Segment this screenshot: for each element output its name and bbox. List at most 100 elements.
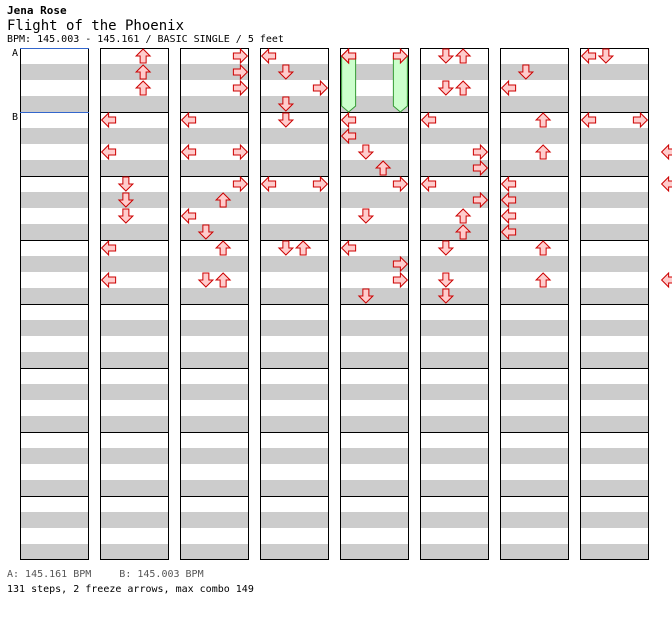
beat-band	[580, 96, 649, 112]
beat-band	[100, 128, 169, 144]
step-arrow-left	[180, 111, 197, 129]
chart-column	[20, 48, 89, 560]
beat-band	[340, 480, 409, 496]
beat-band	[580, 192, 649, 208]
freeze-arrow	[341, 55, 357, 113]
step-arrow-up	[454, 208, 472, 224]
beat-band	[580, 416, 649, 432]
beat-band	[20, 96, 89, 112]
step-arrow-left	[500, 207, 517, 225]
beat-band	[580, 320, 649, 336]
step-arrow-up	[374, 160, 392, 176]
step-arrow-left	[100, 143, 117, 161]
beat-band	[420, 128, 489, 144]
beat-band	[260, 480, 329, 496]
beat-band	[340, 224, 409, 240]
step-arrow-right	[392, 255, 409, 273]
beat-band	[580, 480, 649, 496]
beat-band	[500, 224, 569, 240]
beat-band	[340, 512, 409, 528]
beat-band	[180, 192, 249, 208]
beat-band	[180, 544, 249, 560]
beat-band	[420, 224, 489, 240]
step-arrow-down	[197, 272, 215, 288]
step-arrow-up	[454, 224, 472, 240]
beat-band	[420, 96, 489, 112]
step-arrow-left	[660, 271, 672, 289]
beat-band	[340, 416, 409, 432]
beat-band	[260, 448, 329, 464]
step-arrow-left	[340, 239, 357, 257]
beat-band	[180, 288, 249, 304]
beat-band	[260, 192, 329, 208]
bpm-legend-a: A: 145.161 BPM	[7, 569, 92, 580]
beat-band	[180, 64, 249, 80]
beat-band	[100, 352, 169, 368]
beat-band	[340, 352, 409, 368]
step-arrow-down	[117, 176, 135, 192]
step-arrow-down	[437, 240, 455, 256]
step-arrow-right	[472, 143, 489, 161]
beat-band	[340, 160, 409, 176]
beat-band	[20, 480, 89, 496]
step-arrow-right	[392, 175, 409, 193]
beat-band	[420, 512, 489, 528]
step-arrow-down	[437, 48, 455, 64]
step-arrow-down	[357, 208, 375, 224]
beat-band	[420, 352, 489, 368]
step-arrow-right	[312, 175, 329, 193]
beat-band	[100, 64, 169, 80]
beat-band	[260, 256, 329, 272]
step-arrow-right	[232, 175, 249, 193]
step-arrow-left	[500, 223, 517, 241]
beat-band	[180, 256, 249, 272]
step-arrow-up	[534, 112, 552, 128]
beat-band	[340, 96, 409, 112]
step-arrow-down	[437, 272, 455, 288]
beat-band	[500, 96, 569, 112]
beat-band	[340, 320, 409, 336]
beat-band	[180, 416, 249, 432]
step-arrow-up	[454, 80, 472, 96]
beat-band	[500, 352, 569, 368]
beat-band	[420, 320, 489, 336]
beat-band	[100, 160, 169, 176]
step-arrow-left	[340, 47, 357, 65]
freeze-arrow	[392, 55, 408, 113]
beat-band	[260, 288, 329, 304]
step-arrow-left	[100, 111, 117, 129]
beat-band	[180, 384, 249, 400]
beat-band	[100, 96, 169, 112]
chart-column	[260, 48, 329, 560]
beat-band	[100, 288, 169, 304]
step-arrow-down	[277, 240, 295, 256]
step-arrow-left	[260, 175, 277, 193]
beat-band	[20, 384, 89, 400]
beat-band	[580, 384, 649, 400]
artist-name: Jena Rose	[7, 4, 67, 17]
beat-band	[100, 544, 169, 560]
step-arrow-up	[134, 64, 152, 80]
step-arrow-down	[117, 208, 135, 224]
chart-column	[420, 48, 489, 560]
step-arrow-right	[312, 79, 329, 97]
step-arrow-up	[214, 272, 232, 288]
beat-band	[580, 64, 649, 80]
beat-band	[340, 544, 409, 560]
beat-band	[100, 384, 169, 400]
beat-band	[260, 96, 329, 112]
beat-band	[580, 128, 649, 144]
beat-band	[20, 416, 89, 432]
beat-band	[420, 192, 489, 208]
beat-band	[100, 192, 169, 208]
beat-band	[420, 288, 489, 304]
beat-band	[20, 544, 89, 560]
step-arrow-left	[100, 239, 117, 257]
beat-band	[100, 224, 169, 240]
beat-band	[500, 448, 569, 464]
step-stats: 131 steps, 2 freeze arrows, max combo 14…	[7, 584, 254, 595]
beat-band	[180, 160, 249, 176]
beat-band	[420, 384, 489, 400]
song-title: Flight of the Phoenix	[7, 18, 185, 34]
beat-band	[180, 320, 249, 336]
